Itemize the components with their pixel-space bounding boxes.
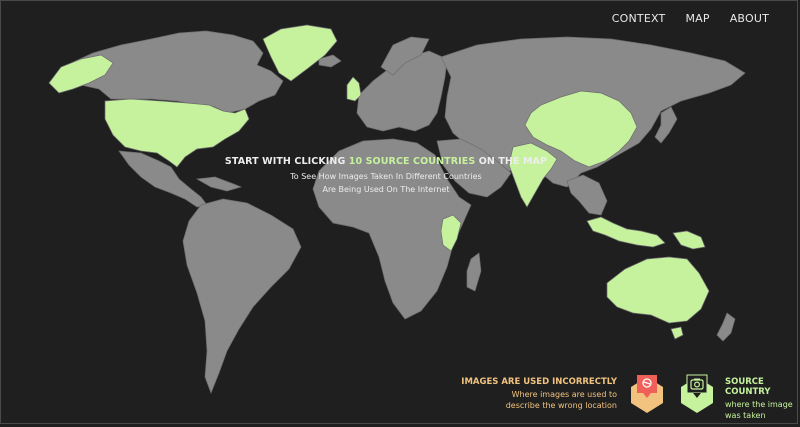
caribbean-islands[interactable] [195,176,243,192]
intro-message: START WITH CLICKING 10 SOURCE COUNTRIES … [221,156,551,196]
country-usa-alaska[interactable] [48,54,114,94]
intro-subline-1: To See How Images Taken In Different Cou… [290,172,482,181]
region-scandinavia[interactable] [380,36,430,76]
legend-source-country: SOURCE COUNTRY where the image was taken [725,377,797,421]
intro-headline: START WITH CLICKING 10 SOURCE COUNTRIES … [221,156,551,167]
continent-south-america[interactable] [182,198,302,394]
country-new-zealand[interactable] [716,312,736,342]
camera-icon [677,373,717,417]
country-india[interactable] [508,142,558,208]
country-japan[interactable] [654,106,678,144]
legend-incorrect-desc-2: describe the wrong location [505,401,617,410]
country-china[interactable] [524,90,638,168]
country-iceland[interactable] [318,54,342,68]
legend-incorrect-desc-1: Where images are used to [511,390,617,399]
country-papua-new-guinea[interactable] [672,230,706,250]
country-madagascar[interactable] [466,252,482,292]
legend-source-desc-1: where the image [725,400,793,409]
intro-headline-suffix: ON THE MAP [475,156,548,167]
nav-map-link[interactable]: MAP [685,12,710,25]
country-australia-tasmania[interactable] [670,326,684,340]
legend-source-title: SOURCE COUNTRY [725,377,771,397]
legend-source-desc-2: was taken [725,411,766,420]
country-united-states[interactable] [104,98,250,168]
region-middle-east[interactable] [436,138,512,198]
intro-headline-prefix: START WITH CLICKING [224,156,349,167]
legend-incorrect-title: IMAGES ARE USED INCORRECTLY [461,377,617,387]
country-indonesia[interactable] [586,216,666,248]
intro-subline-2: Are Being Used On The Internet [322,185,450,194]
nav-context-link[interactable]: CONTEXT [611,12,666,25]
country-mexico[interactable] [118,150,208,208]
legend-incorrect-use: IMAGES ARE USED INCORRECTLY Where images… [461,377,617,411]
intro-headline-highlight: 10 SOURCE COUNTRIES [348,156,476,167]
country-kenya[interactable] [440,214,462,252]
nav-about-link[interactable]: ABOUT [729,12,769,25]
top-navigation: CONTEXT MAP ABOUT [612,12,769,25]
region-southeast-asia[interactable] [566,174,608,216]
country-greenland[interactable] [262,24,338,82]
country-united-kingdom[interactable] [346,76,362,102]
continent-africa[interactable] [312,138,472,320]
location-pin-icon [627,373,667,417]
country-australia[interactable] [606,256,710,324]
